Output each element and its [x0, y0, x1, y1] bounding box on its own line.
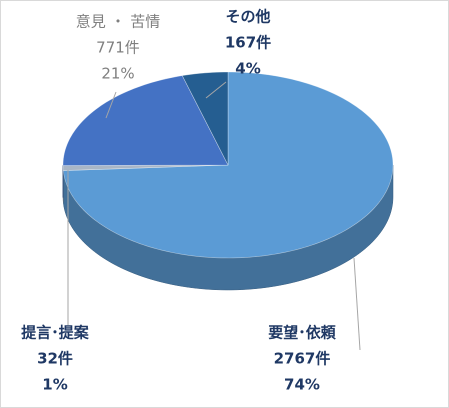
- category-label: 提言･提案: [21, 324, 90, 342]
- slice: [181, 71, 229, 166]
- leader-line: [353, 257, 361, 351]
- leader-line: [105, 91, 117, 119]
- pie-tops: [62, 71, 394, 259]
- value-label: 32件: [37, 350, 73, 368]
- slice: [62, 75, 229, 166]
- percent-label: 74%: [284, 376, 320, 394]
- leader-line: [205, 81, 227, 99]
- category-label: 意見 ・ 苦情: [76, 13, 161, 31]
- value-label: 2767件: [274, 350, 331, 368]
- percent-label: 21%: [101, 65, 134, 83]
- percent-label: 4%: [235, 60, 260, 78]
- percent-label: 1%: [42, 376, 67, 394]
- category-label: その他: [225, 8, 270, 26]
- value-label: 771件: [96, 39, 140, 57]
- labels: 要望･依頼 2767件 74% 提言･提案 32件 1% 意見 ・ 苦情 771件 21% その他…: [21, 8, 361, 394]
- value-label: 167件: [225, 34, 271, 52]
- category-label: 要望･依頼: [268, 324, 337, 342]
